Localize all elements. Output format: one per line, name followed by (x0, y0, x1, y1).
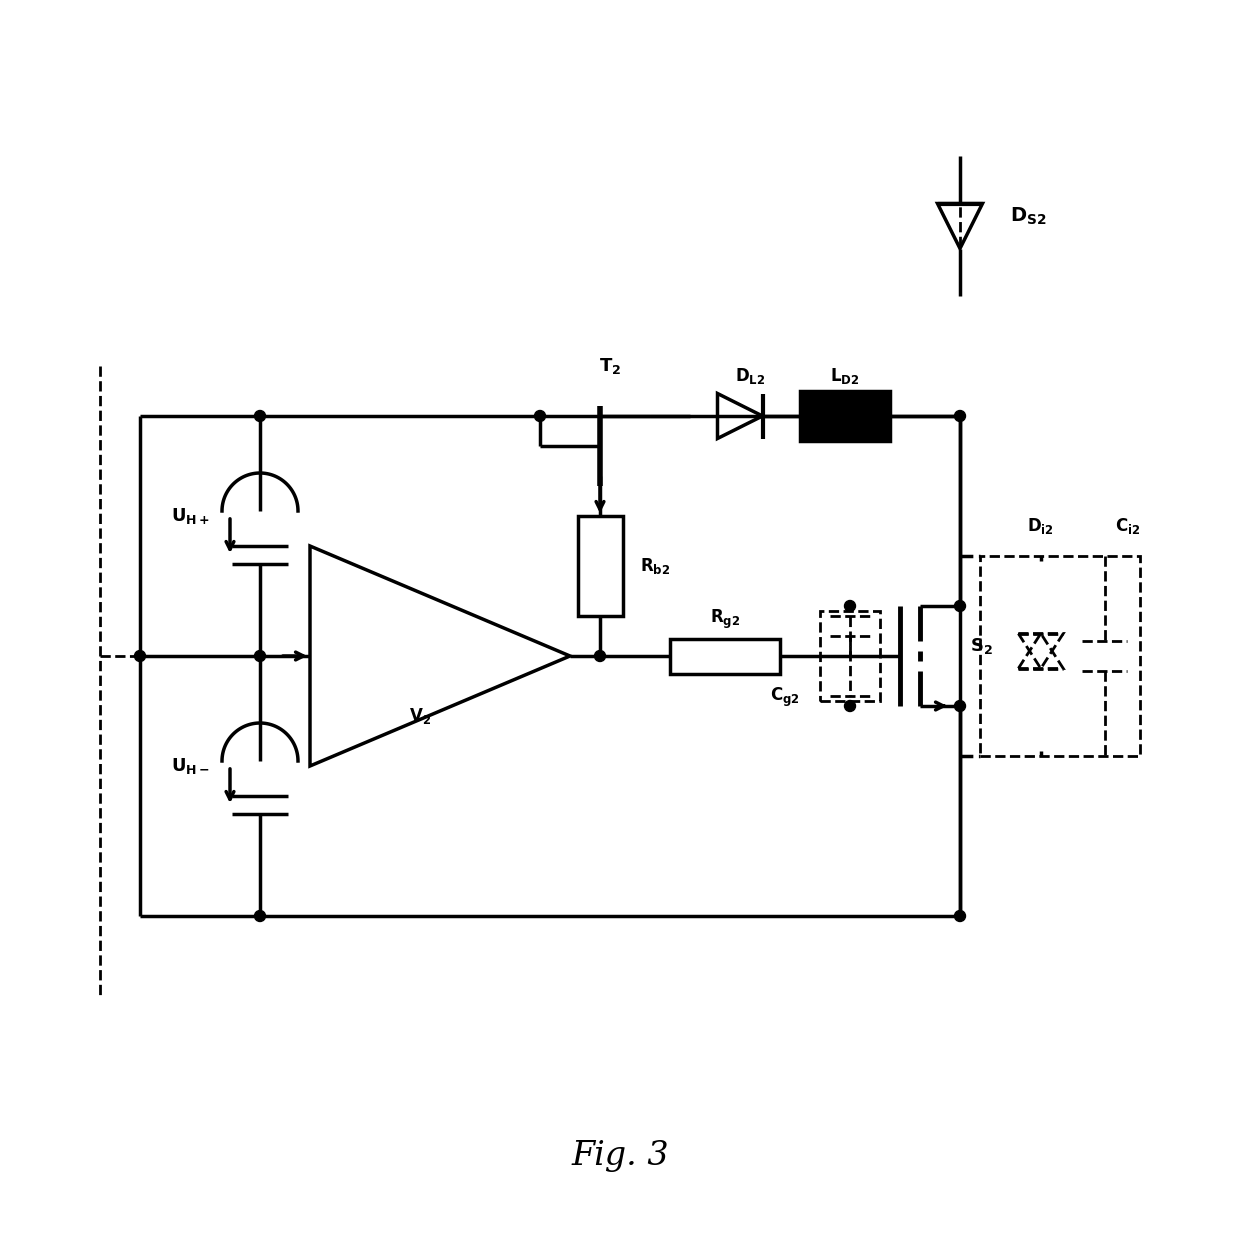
Circle shape (844, 701, 856, 712)
Circle shape (844, 601, 856, 612)
Text: $\mathbf{D_{i2}}$: $\mathbf{D_{i2}}$ (1027, 515, 1054, 536)
Text: $\mathbf{C_{g2}}$: $\mathbf{C_{g2}}$ (770, 686, 800, 709)
Bar (578, 515, 622, 616)
Circle shape (254, 911, 265, 922)
Text: $\mathbf{D_{S2}}$: $\mathbf{D_{S2}}$ (1011, 205, 1047, 226)
Text: $\mathbf{R_{b2}}$: $\mathbf{R_{b2}}$ (640, 556, 671, 576)
Circle shape (134, 650, 145, 661)
Text: $\mathbf{L_{D2}}$: $\mathbf{L_{D2}}$ (831, 366, 859, 386)
Text: $\mathbf{R_{g2}}$: $\mathbf{R_{g2}}$ (709, 608, 740, 632)
Circle shape (254, 650, 265, 661)
Circle shape (955, 601, 966, 612)
Bar (670, 639, 780, 674)
Circle shape (955, 911, 966, 922)
Bar (980, 556, 1140, 756)
Circle shape (254, 410, 265, 421)
Text: $\mathbf{S_2}$: $\mathbf{S_2}$ (970, 637, 993, 656)
Circle shape (534, 410, 546, 421)
Text: $\mathbf{U_{H+}}$: $\mathbf{U_{H+}}$ (171, 506, 210, 527)
Text: $\mathbf{D_{L2}}$: $\mathbf{D_{L2}}$ (735, 366, 765, 386)
Circle shape (955, 410, 966, 421)
Text: Fig. 3: Fig. 3 (572, 1140, 668, 1172)
Bar (820, 611, 880, 701)
Bar (800, 391, 890, 441)
Text: $\mathbf{T_2}$: $\mathbf{T_2}$ (599, 356, 621, 376)
Circle shape (594, 650, 605, 661)
Text: $\mathbf{U_{H-}}$: $\mathbf{U_{H-}}$ (171, 756, 210, 776)
Text: $\mathbf{V_2}$: $\mathbf{V_2}$ (409, 706, 432, 726)
Text: $\mathbf{C_{i2}}$: $\mathbf{C_{i2}}$ (1115, 515, 1140, 536)
Circle shape (955, 701, 966, 712)
